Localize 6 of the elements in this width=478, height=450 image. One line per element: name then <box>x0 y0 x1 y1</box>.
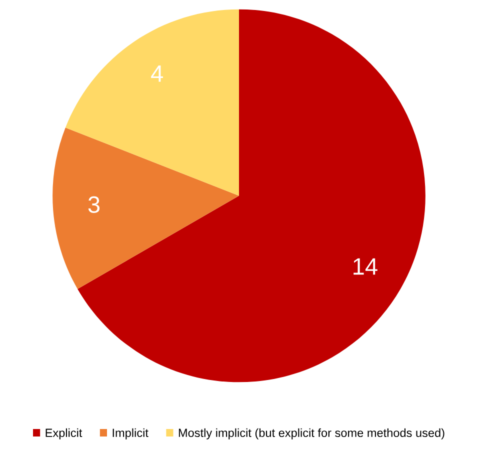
data-label: 14 <box>354 258 378 275</box>
legend-label: Explicit <box>46 428 82 440</box>
legend-label: Implicit <box>112 428 148 440</box>
data-label: 3 <box>88 196 100 213</box>
data-label: 4 <box>151 65 163 82</box>
legend-label: Mostly implicit (but explicit for some methods used) <box>178 428 444 440</box>
